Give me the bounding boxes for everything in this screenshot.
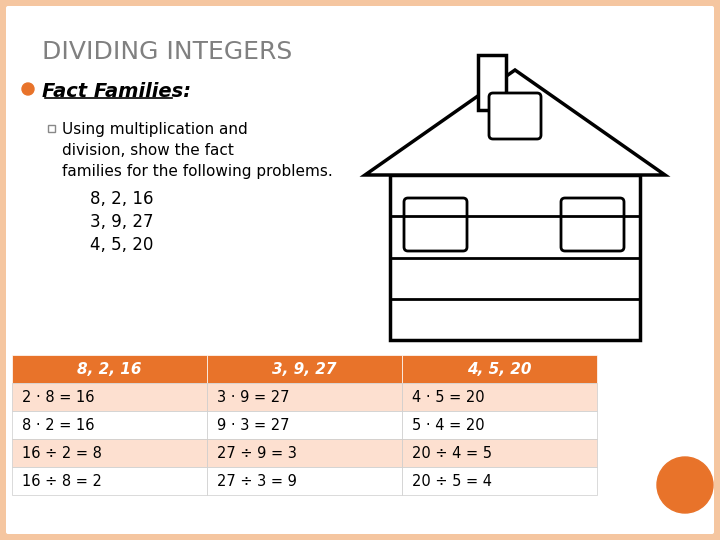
Bar — [12, 383, 207, 411]
Text: 2 · 8 = 16: 2 · 8 = 16 — [22, 389, 94, 404]
Bar — [12, 439, 207, 467]
Text: 8, 2, 16: 8, 2, 16 — [77, 361, 142, 376]
Text: 3, 9, 27: 3, 9, 27 — [272, 361, 337, 376]
Text: DIVIDING INTEGERS: DIVIDING INTEGERS — [42, 40, 292, 64]
Bar — [207, 411, 402, 439]
Text: 8, 2, 16: 8, 2, 16 — [90, 190, 153, 208]
Bar — [48, 125, 55, 132]
FancyBboxPatch shape — [404, 198, 467, 251]
Bar — [12, 411, 207, 439]
Text: 4, 5, 20: 4, 5, 20 — [90, 236, 153, 254]
Text: 27 ÷ 3 = 9: 27 ÷ 3 = 9 — [217, 474, 297, 489]
Circle shape — [657, 457, 713, 513]
Bar — [12, 467, 207, 495]
Bar — [207, 467, 402, 495]
Bar — [402, 467, 597, 495]
FancyBboxPatch shape — [561, 198, 624, 251]
Bar — [402, 383, 597, 411]
Text: 16 ÷ 2 = 8: 16 ÷ 2 = 8 — [22, 446, 102, 461]
Text: 4, 5, 20: 4, 5, 20 — [467, 361, 532, 376]
Text: 5 · 4 = 20: 5 · 4 = 20 — [412, 417, 485, 433]
Polygon shape — [365, 70, 665, 175]
Bar — [390, 175, 640, 340]
FancyBboxPatch shape — [6, 6, 714, 534]
Text: Fact Families:: Fact Families: — [42, 82, 191, 101]
Text: 9 · 3 = 27: 9 · 3 = 27 — [217, 417, 289, 433]
Bar — [207, 355, 402, 383]
Text: Using multiplication and
division, show the fact
families for the following prob: Using multiplication and division, show … — [62, 122, 333, 179]
Text: 4 · 5 = 20: 4 · 5 = 20 — [412, 389, 485, 404]
Bar — [402, 355, 597, 383]
Text: 27 ÷ 9 = 3: 27 ÷ 9 = 3 — [217, 446, 297, 461]
Text: 20 ÷ 4 = 5: 20 ÷ 4 = 5 — [412, 446, 492, 461]
Text: 3, 9, 27: 3, 9, 27 — [90, 213, 153, 231]
Bar — [207, 439, 402, 467]
FancyBboxPatch shape — [489, 93, 541, 139]
Bar — [402, 439, 597, 467]
Circle shape — [22, 83, 34, 95]
Bar — [477, 55, 505, 110]
Text: 8 · 2 = 16: 8 · 2 = 16 — [22, 417, 94, 433]
Bar — [12, 355, 207, 383]
Text: 20 ÷ 5 = 4: 20 ÷ 5 = 4 — [412, 474, 492, 489]
Bar — [207, 383, 402, 411]
Bar — [402, 411, 597, 439]
Text: 16 ÷ 8 = 2: 16 ÷ 8 = 2 — [22, 474, 102, 489]
Text: 3 · 9 = 27: 3 · 9 = 27 — [217, 389, 289, 404]
